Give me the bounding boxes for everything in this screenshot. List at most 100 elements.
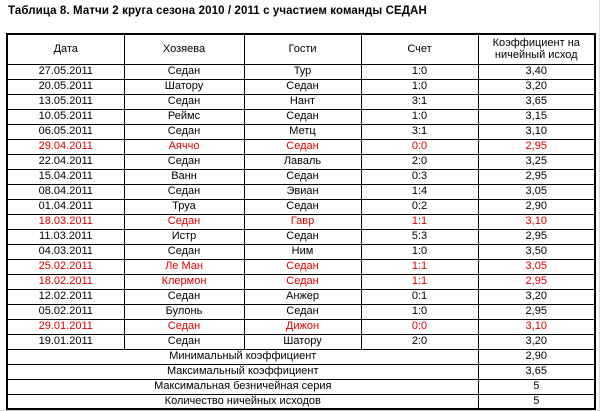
- summary-row-min-coefficient: Минимальный коэффициент 2,90: [6, 348, 596, 365]
- cell-score: 1:0: [360, 303, 479, 320]
- cell-home: Седан: [123, 63, 245, 80]
- table-caption: Таблица 8. Матчи 2 круга сезона 2010 / 2…: [8, 5, 427, 17]
- summary-value: 3,65: [477, 363, 596, 380]
- summary-row-max-drawless-streak: Максимальная безничейная серия 5: [6, 378, 596, 395]
- cell-score: 1:4: [360, 183, 479, 200]
- cell-coef: 2,95: [477, 228, 596, 245]
- match-row: 20.05.2011 Шатору Седан 1:0 3,20: [6, 78, 596, 95]
- match-row: 13.05.2011 Седан Нант 3:1 3,65: [6, 93, 596, 110]
- cell-coef: 3,20: [477, 78, 596, 95]
- cell-away: Седан: [243, 108, 362, 125]
- cell-date: 18.03.2011: [6, 213, 125, 230]
- cell-home: Ванн: [123, 168, 245, 185]
- cell-score: 1:0: [360, 243, 479, 260]
- col-header-home: Хозяева: [123, 33, 245, 65]
- cell-home: Седан: [123, 123, 245, 140]
- cell-date: 11.03.2011: [6, 228, 125, 245]
- cell-coef: 2,95: [477, 168, 596, 185]
- cell-home: Седан: [123, 183, 245, 200]
- cell-away: Ним: [243, 243, 362, 260]
- match-row: 29.01.2011 Седан Дижон 0:0 3,10: [6, 318, 596, 335]
- cell-away: Седан: [243, 258, 362, 275]
- cell-score: 0:2: [360, 198, 479, 215]
- cell-home: Истр: [123, 228, 245, 245]
- match-row: 01.04.2011 Труа Седан 0:2 2,90: [6, 198, 596, 215]
- cell-score: 0:3: [360, 168, 479, 185]
- col-header-coefficient: Коэффициент на ничейный исход: [477, 33, 596, 65]
- cell-away: Седан: [243, 168, 362, 185]
- cell-home: Клермон: [123, 273, 245, 290]
- match-row: 29.04.2011 Аяччо Седан 0:0 2,95: [6, 138, 596, 155]
- cell-coef: 3,25: [477, 153, 596, 170]
- match-row: 25.02.2011 Ле Ман Седан 1:1 3,05: [6, 258, 596, 275]
- cell-away: Метц: [243, 123, 362, 140]
- cell-date: 27.05.2011: [6, 63, 125, 80]
- match-row: 05.02.2011 Булонь Седан 1:0 2,95: [6, 303, 596, 320]
- match-row: 11.03.2011 Истр Седан 5:3 2,95: [6, 228, 596, 245]
- cell-date: 04.03.2011: [6, 243, 125, 260]
- summary-label: Минимальный коэффициент: [6, 348, 479, 365]
- match-row: 18.02.2011 Клермон Седан 1:1 2,95: [6, 273, 596, 290]
- cell-date: 29.04.2011: [6, 138, 125, 155]
- cell-home: Седан: [123, 243, 245, 260]
- col-header-away: Гости: [243, 33, 362, 65]
- cell-coef: 2,95: [477, 303, 596, 320]
- cell-coef: 3,20: [477, 288, 596, 305]
- cell-away: Анжер: [243, 288, 362, 305]
- cell-date: 18.02.2011: [6, 273, 125, 290]
- cell-score: 0:1: [360, 288, 479, 305]
- cell-coef: 3,20: [477, 333, 596, 350]
- cell-score: 1:0: [360, 63, 479, 80]
- cell-coef: 3,10: [477, 213, 596, 230]
- summary-label: Максимальная безничейная серия: [6, 378, 479, 395]
- cell-home: Седан: [123, 213, 245, 230]
- cell-away: Седан: [243, 138, 362, 155]
- col-header-date: Дата: [6, 33, 125, 65]
- cell-score: 0:0: [360, 318, 479, 335]
- cell-score: 2:0: [360, 333, 479, 350]
- cell-home: Седан: [123, 318, 245, 335]
- cell-date: 01.04.2011: [6, 198, 125, 215]
- cell-date: 29.01.2011: [6, 318, 125, 335]
- cell-away: Гавр: [243, 213, 362, 230]
- cell-date: 12.02.2011: [6, 288, 125, 305]
- cell-date: 25.02.2011: [6, 258, 125, 275]
- match-row: 19.01.2011 Седан Шатору 2:0 3,20: [6, 333, 596, 350]
- cell-score: 2:0: [360, 153, 479, 170]
- cell-away: Седан: [243, 198, 362, 215]
- cell-away: Нант: [243, 93, 362, 110]
- match-row: 15.04.2011 Ванн Седан 0:3 2,95: [6, 168, 596, 185]
- cell-away: Лаваль: [243, 153, 362, 170]
- cell-coef: 2,95: [477, 273, 596, 290]
- cell-away: Эвиан: [243, 183, 362, 200]
- cell-score: 1:0: [360, 108, 479, 125]
- match-row: 06.05.2011 Седан Метц 3:1 3,10: [6, 123, 596, 140]
- match-row: 18.03.2011 Седан Гавр 1:1 3,10: [6, 213, 596, 230]
- cell-coef: 3,50: [477, 243, 596, 260]
- match-row: 22.04.2011 Седан Лаваль 2:0 3,25: [6, 153, 596, 170]
- summary-value: 2,90: [477, 348, 596, 365]
- cell-away: Седан: [243, 273, 362, 290]
- match-row: 27.05.2011 Седан Тур 1:0 3,40: [6, 63, 596, 80]
- cell-home: Шатору: [123, 78, 245, 95]
- matches-table: Дата Хозяева Гости Счет Коэффициент на н…: [6, 33, 596, 410]
- cell-away: Шатору: [243, 333, 362, 350]
- matches-body: 27.05.2011 Седан Тур 1:0 3,40 20.05.2011 Шатор…: [6, 63, 596, 350]
- summary-value: 5: [477, 393, 596, 410]
- cell-home: Труа: [123, 198, 245, 215]
- cell-home: Седан: [123, 93, 245, 110]
- cell-home: Седан: [123, 153, 245, 170]
- cell-date: 13.05.2011: [6, 93, 125, 110]
- cell-home: Седан: [123, 288, 245, 305]
- match-row: 04.03.2011 Седан Ним 1:0 3,50: [6, 243, 596, 260]
- cell-home: Седан: [123, 333, 245, 350]
- cell-home: Ле Ман: [123, 258, 245, 275]
- cell-date: 10.05.2011: [6, 108, 125, 125]
- col-header-score: Счет: [360, 33, 479, 65]
- cell-coef: 3,40: [477, 63, 596, 80]
- match-row: 08.04.2011 Седан Эвиан 1:4 3,05: [6, 183, 596, 200]
- cell-coef: 3,05: [477, 258, 596, 275]
- cell-date: 20.05.2011: [6, 78, 125, 95]
- summary-body: Минимальный коэффициент 2,90 Максимальны…: [6, 348, 596, 410]
